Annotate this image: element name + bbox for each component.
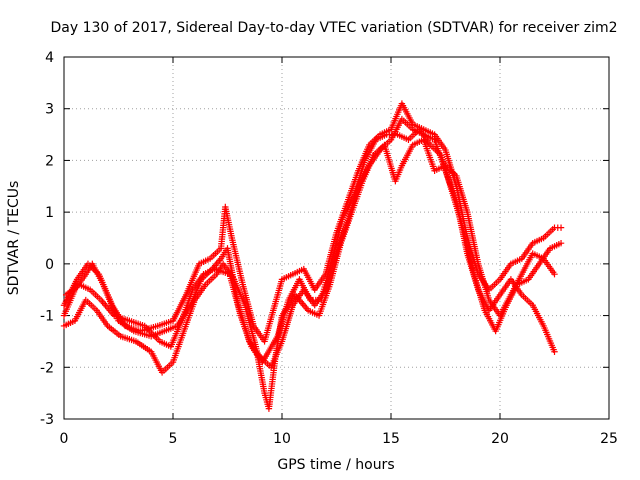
data-point — [551, 348, 558, 355]
x-tick-label: 5 — [169, 431, 178, 447]
y-tick-label: 0 — [45, 257, 54, 273]
y-tick-label: 4 — [45, 50, 54, 66]
chart-title: Day 130 of 2017, Sidereal Day-to-day VTE… — [51, 20, 618, 36]
y-axis-label: SDTVAR / TECUs — [6, 181, 22, 296]
data-point — [551, 271, 558, 278]
plot-frame — [63, 56, 610, 420]
x-tick-label: 10 — [273, 431, 291, 447]
y-tick-label: 2 — [45, 153, 54, 169]
x-tick-label: 0 — [60, 431, 69, 447]
grid — [64, 57, 609, 419]
y-axis: -3 -2 -1 0 1 2 3 4 — [40, 50, 609, 428]
y-tick-label: -1 — [40, 309, 54, 325]
data-point — [557, 224, 565, 231]
x-tick-label: 25 — [600, 431, 618, 447]
y-tick-label: -3 — [40, 412, 54, 428]
x-axis-label: GPS time / hours — [277, 457, 394, 473]
y-tick-label: 3 — [45, 102, 54, 118]
y-tick-label: 1 — [45, 205, 54, 221]
y-tick-label: -2 — [40, 360, 54, 376]
data-point — [557, 239, 565, 247]
x-tick-label: 20 — [491, 431, 509, 447]
data-points — [60, 100, 565, 412]
x-tick-label: 15 — [382, 431, 400, 447]
